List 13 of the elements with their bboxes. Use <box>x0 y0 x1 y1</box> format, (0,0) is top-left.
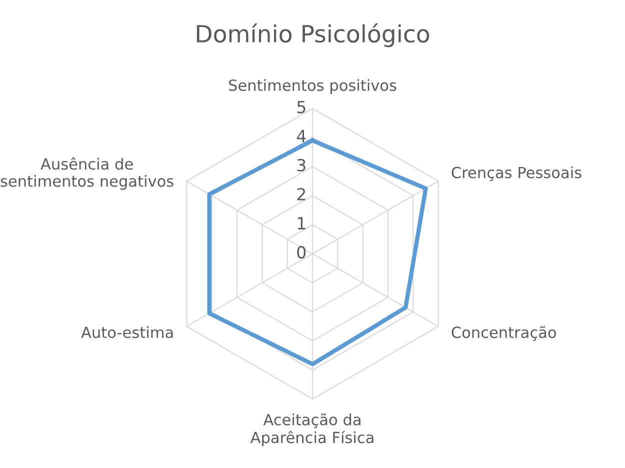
spoke-label: Ausência de sentimentos negativos <box>0 157 174 190</box>
spoke-label: Crenças Pessoais <box>452 166 582 182</box>
y-tick-label: 4 <box>296 130 306 142</box>
y-tick-label: 3 <box>297 158 306 172</box>
spoke-label: Aceitação da Aparência Física <box>250 413 374 446</box>
y-tick-label: 2 <box>297 188 306 200</box>
spoke-label: Auto-estima <box>81 326 173 338</box>
spoke-label: Concentração <box>452 326 556 341</box>
spoke-label: Sentimentos positivos <box>229 79 396 94</box>
chart-title: Domínio Psicológico <box>196 23 430 48</box>
y-tick-label: 0 <box>297 246 306 259</box>
y-tick-label: 1 <box>298 217 306 230</box>
y-tick-label: 5 <box>297 100 306 114</box>
